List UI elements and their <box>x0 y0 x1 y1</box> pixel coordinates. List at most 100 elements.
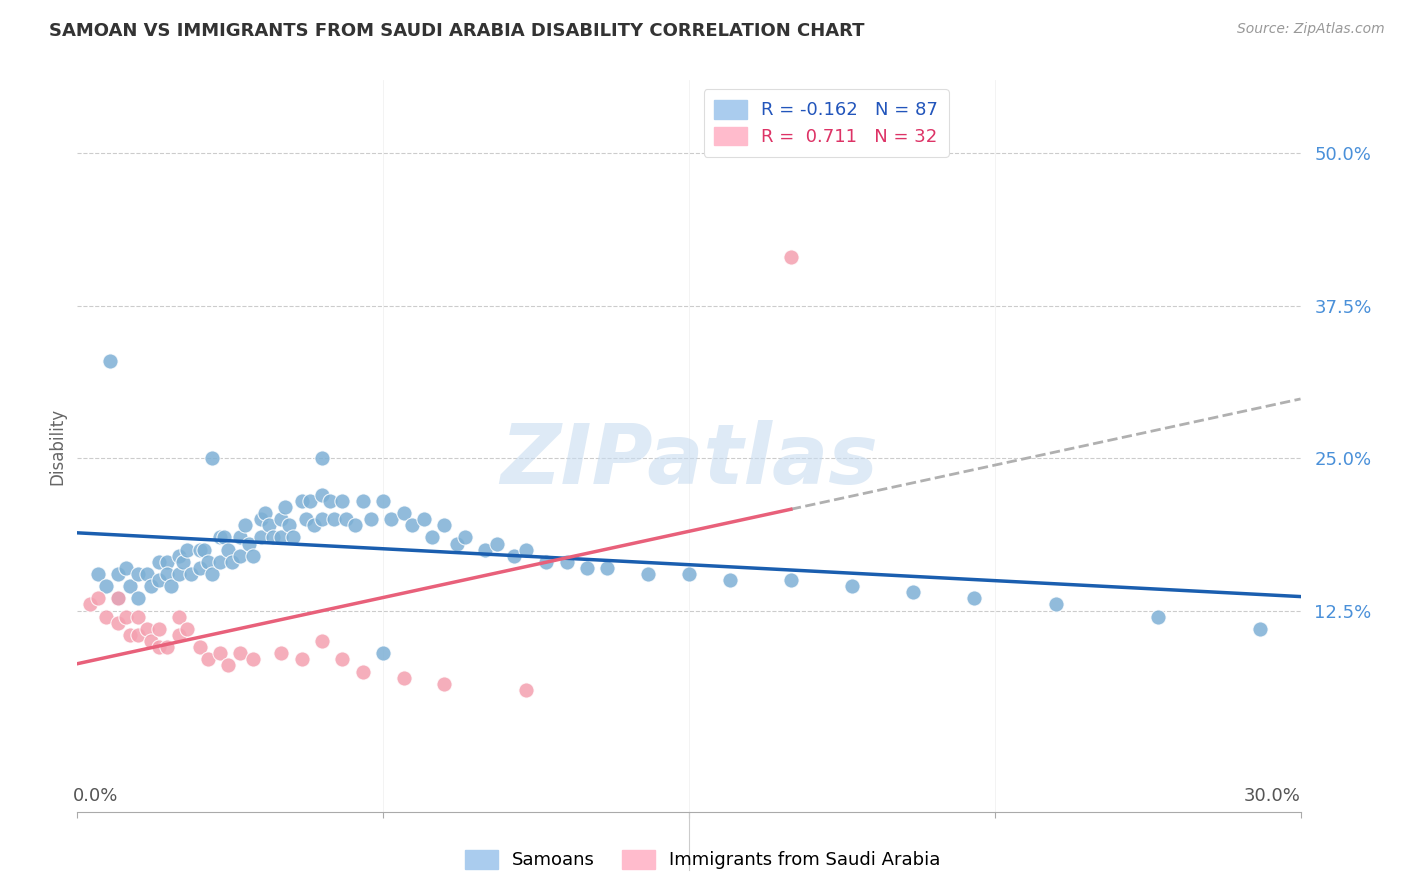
Point <box>139 634 162 648</box>
Text: ZIPatlas: ZIPatlas <box>501 420 877 501</box>
Point <box>156 640 179 655</box>
Point <box>311 488 333 502</box>
Point <box>446 536 468 550</box>
Point <box>107 591 129 606</box>
Point <box>841 579 863 593</box>
Point <box>197 652 219 666</box>
Point <box>380 512 402 526</box>
Point <box>433 676 456 690</box>
Point <box>371 494 394 508</box>
Legend: Samoans, Immigrants from Saudi Arabia: Samoans, Immigrants from Saudi Arabia <box>457 841 949 879</box>
Point <box>148 555 170 569</box>
Point <box>311 451 333 466</box>
Point <box>392 506 415 520</box>
Point <box>87 591 110 606</box>
Point <box>486 536 509 550</box>
Point <box>343 518 366 533</box>
Point <box>221 555 243 569</box>
Point <box>208 555 231 569</box>
Point <box>555 555 578 569</box>
Point <box>169 609 191 624</box>
Point <box>332 652 354 666</box>
Point <box>413 512 436 526</box>
Point <box>596 561 619 575</box>
Point <box>127 567 149 582</box>
Point <box>169 628 191 642</box>
Point <box>148 573 170 587</box>
Point <box>576 561 599 575</box>
Point <box>229 530 252 544</box>
Point <box>274 500 297 514</box>
Point <box>420 530 443 544</box>
Point <box>242 652 264 666</box>
Text: 0.0%: 0.0% <box>73 788 118 805</box>
Point <box>502 549 524 563</box>
Point <box>1249 622 1271 636</box>
Point <box>169 567 191 582</box>
Point <box>311 634 333 648</box>
Point <box>156 555 179 569</box>
Point <box>176 622 198 636</box>
Point <box>188 542 211 557</box>
Point <box>148 640 170 655</box>
Point <box>229 549 252 563</box>
Point <box>352 494 374 508</box>
Point <box>433 518 456 533</box>
Point <box>212 530 235 544</box>
Point <box>515 542 537 557</box>
Point <box>401 518 423 533</box>
Point <box>352 665 374 679</box>
Point <box>94 609 117 624</box>
Point <box>311 512 333 526</box>
Point <box>229 646 252 660</box>
Point <box>120 579 142 593</box>
Point <box>98 353 121 368</box>
Point <box>79 598 101 612</box>
Point <box>127 591 149 606</box>
Point <box>392 671 415 685</box>
Point <box>534 555 557 569</box>
Point <box>115 561 138 575</box>
Point <box>208 530 231 544</box>
Point <box>718 573 741 587</box>
Point <box>283 530 305 544</box>
Point <box>148 622 170 636</box>
Point <box>217 542 239 557</box>
Point <box>270 646 292 660</box>
Point <box>107 567 129 582</box>
Point <box>94 579 117 593</box>
Point <box>160 579 183 593</box>
Point <box>515 682 537 697</box>
Point <box>156 567 179 582</box>
Point <box>371 646 394 660</box>
Point <box>360 512 382 526</box>
Point <box>294 512 316 526</box>
Point <box>779 573 801 587</box>
Point <box>135 622 157 636</box>
Point <box>107 615 129 630</box>
Point <box>779 250 801 264</box>
Point <box>176 542 198 557</box>
Point <box>87 567 110 582</box>
Point <box>302 518 325 533</box>
Point <box>1147 609 1170 624</box>
Text: SAMOAN VS IMMIGRANTS FROM SAUDI ARABIA DISABILITY CORRELATION CHART: SAMOAN VS IMMIGRANTS FROM SAUDI ARABIA D… <box>49 22 865 40</box>
Point <box>678 567 700 582</box>
Point <box>903 585 925 599</box>
Point <box>332 494 354 508</box>
Point <box>270 512 292 526</box>
Point <box>172 555 194 569</box>
Point <box>188 561 211 575</box>
Point <box>217 658 239 673</box>
Point <box>201 451 224 466</box>
Point <box>135 567 157 582</box>
Point <box>257 518 280 533</box>
Point <box>127 628 149 642</box>
Point <box>278 518 301 533</box>
Point <box>262 530 284 544</box>
Point <box>120 628 142 642</box>
Point <box>270 530 292 544</box>
Point <box>139 579 162 593</box>
Point <box>180 567 202 582</box>
Point <box>238 536 260 550</box>
